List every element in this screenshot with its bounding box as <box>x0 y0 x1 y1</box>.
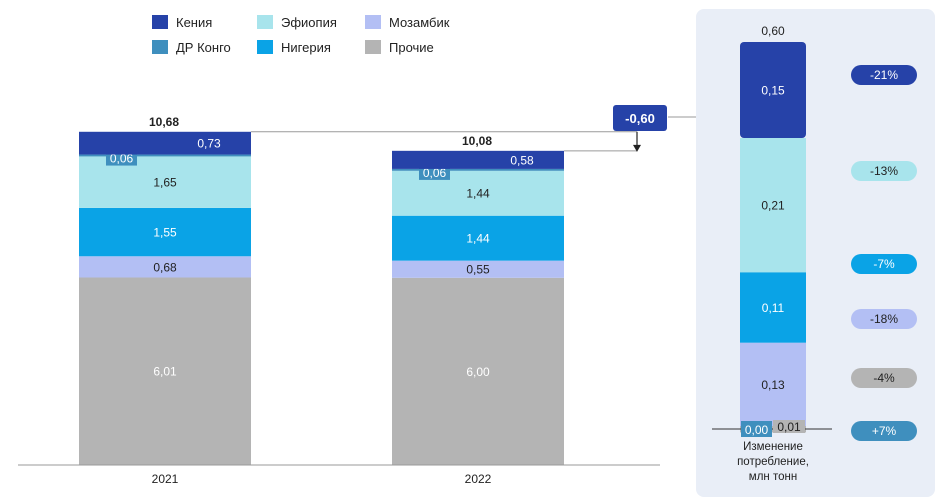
bar-value-label: 6,00 <box>466 365 490 379</box>
bar-value-label: 6,01 <box>153 365 177 379</box>
change-badge <box>613 105 667 131</box>
caption-line: потребление, <box>737 456 809 468</box>
bar-segment <box>392 168 564 171</box>
bar-segment <box>392 277 564 465</box>
change-arrow-head <box>633 144 641 152</box>
legend-item: Эфиопия <box>257 14 365 30</box>
bar-value-label: 1,65 <box>153 176 177 190</box>
main-bars: 6,01 0,68 1,55 1,65 0,06 0,73 10,68 6,00 0,55 1,4… <box>79 115 564 465</box>
bar-value-label: 0,06 <box>110 152 134 166</box>
bar-segment <box>392 260 564 278</box>
bar-segment <box>79 256 251 278</box>
legend-item: Прочие <box>365 39 482 55</box>
bar-segment <box>79 277 251 465</box>
legend-swatch <box>152 40 168 54</box>
change-panel-caption: Изменение потребление, млн тонн <box>708 440 838 485</box>
bar-value-label: 1,55 <box>153 226 177 240</box>
legend-swatch <box>257 15 273 29</box>
change-percent-pill: -7% <box>851 254 917 274</box>
bar-value-label: 1,44 <box>466 187 490 201</box>
x-tick-label: 2022 <box>465 472 492 486</box>
bar-segment <box>392 150 564 169</box>
legend-label: Прочие <box>389 39 434 55</box>
x-axis-labels: 2021 2022 <box>152 472 492 486</box>
change-panel <box>696 9 935 497</box>
legend-swatch <box>365 40 381 54</box>
change-percent-pill: -21% <box>851 65 917 85</box>
legend-label: Кения <box>176 14 213 30</box>
bar-segment <box>79 154 251 157</box>
change-percent-pill: +7% <box>851 421 917 441</box>
legend-item: Нигерия <box>257 39 365 55</box>
connector-lines: -0,60 <box>251 105 697 152</box>
legend-label: Нигерия <box>281 39 331 55</box>
bar-segment <box>392 215 564 261</box>
legend-item: ДР Конго <box>152 39 257 55</box>
legend-label: Мозамбик <box>389 14 450 30</box>
bar-value-label: 0,68 <box>153 260 177 274</box>
caption-line: Изменение <box>743 441 803 453</box>
bar-value-label: 0,58 <box>510 153 534 167</box>
legend-swatch <box>152 15 168 29</box>
x-tick-label: 2021 <box>152 472 179 486</box>
bar-label-box <box>419 165 450 180</box>
bar-segment <box>79 207 251 257</box>
legend-swatch <box>365 15 381 29</box>
change-badge-label: -0,60 <box>625 111 655 126</box>
caption-line: млн тонн <box>748 471 798 483</box>
legend-item: Мозамбик <box>365 14 482 30</box>
legend-swatch <box>257 40 273 54</box>
legend-label: ДР Конго <box>176 39 231 55</box>
bar-total-label: 10,68 <box>149 115 179 129</box>
bar-value-label: 0,06 <box>423 166 447 180</box>
bar-value-label: 0,55 <box>466 263 490 277</box>
bar-segment <box>79 131 251 155</box>
legend-label: Эфиопия <box>281 14 337 30</box>
change-percent-pill: -4% <box>851 368 917 388</box>
bar-total-label: 10,08 <box>462 134 492 148</box>
legend: Кения Эфиопия Мозамбик ДР Конго Нигерия Прочи… <box>152 14 482 55</box>
bar-label-box <box>106 151 137 166</box>
bar-value-label: 0,73 <box>197 137 221 151</box>
bar-value-label: 1,44 <box>466 232 490 246</box>
change-percent-pill: -18% <box>851 309 917 329</box>
legend-item: Кения <box>152 14 257 30</box>
change-percent-pill: -13% <box>851 161 917 181</box>
